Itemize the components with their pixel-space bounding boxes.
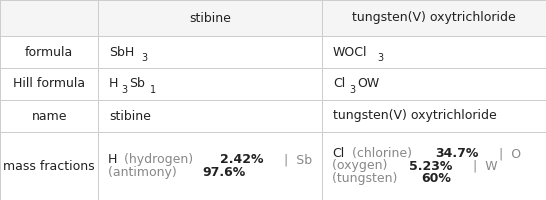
Text: 3: 3 (378, 53, 384, 63)
Text: (hydrogen): (hydrogen) (120, 153, 197, 166)
Text: SbH: SbH (109, 46, 134, 58)
Text: 3: 3 (121, 85, 127, 95)
Text: Cl: Cl (333, 77, 345, 90)
Text: 97.6%: 97.6% (202, 166, 245, 179)
Text: (antimony): (antimony) (108, 166, 181, 179)
Text: Sb: Sb (129, 77, 145, 90)
Text: formula: formula (25, 46, 73, 58)
Text: stibine: stibine (109, 110, 151, 122)
Text: OW: OW (357, 77, 379, 90)
Text: WOCl: WOCl (333, 46, 367, 58)
Bar (0, 0, 546, 36)
Text: 60%: 60% (422, 172, 452, 185)
Text: Hill formula: Hill formula (13, 77, 85, 90)
Text: 3: 3 (142, 53, 148, 63)
Text: Cl: Cl (332, 147, 344, 160)
Text: 5.23%: 5.23% (408, 160, 452, 172)
Text: 34.7%: 34.7% (436, 147, 479, 160)
Text: (oxygen): (oxygen) (332, 160, 391, 172)
Text: |  O: | O (491, 147, 521, 160)
Text: 2.42%: 2.42% (219, 153, 263, 166)
Text: tungsten(V) oxytrichloride: tungsten(V) oxytrichloride (352, 11, 516, 24)
Text: |  Sb: | Sb (276, 153, 312, 166)
Text: tungsten(V) oxytrichloride: tungsten(V) oxytrichloride (333, 110, 497, 122)
Text: mass fractions: mass fractions (3, 160, 95, 172)
Text: |  W: | W (465, 160, 497, 172)
Text: H: H (108, 153, 117, 166)
Text: stibine: stibine (189, 11, 231, 24)
Text: 3: 3 (349, 85, 355, 95)
Text: (chlorine): (chlorine) (348, 147, 416, 160)
Text: name: name (31, 110, 67, 122)
Text: H: H (109, 77, 118, 90)
Text: (tungsten): (tungsten) (332, 172, 401, 185)
Text: 1: 1 (150, 85, 156, 95)
